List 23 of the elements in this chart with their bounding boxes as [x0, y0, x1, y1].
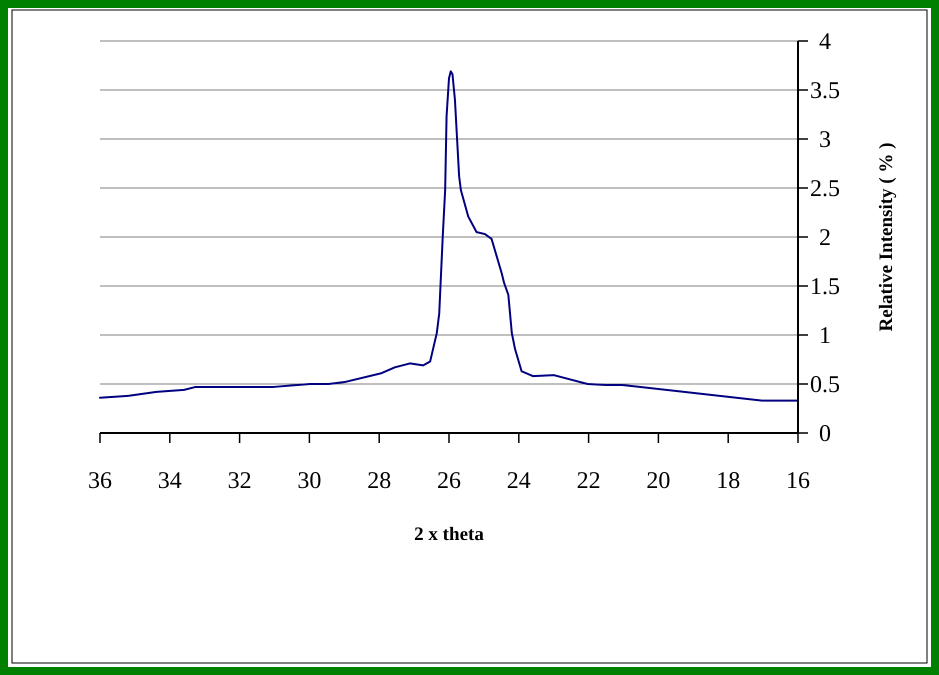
- y-tick-label: 4: [819, 29, 831, 55]
- x-tick-label: 18: [716, 468, 740, 494]
- y-tick-label: 3: [819, 127, 831, 153]
- x-tick-label: 28: [367, 468, 392, 494]
- x-tick-label: 32: [228, 468, 252, 494]
- y-tick-label: 0.5: [810, 372, 840, 398]
- y-tick-label: 1.5: [810, 274, 840, 300]
- y-tick-label: 0: [819, 421, 831, 447]
- x-tick-label: 34: [158, 468, 182, 494]
- x-tick-label: 36: [88, 468, 112, 494]
- y-tick-label: 2: [819, 225, 831, 251]
- y-tick-label: 2.5: [810, 176, 840, 202]
- y-axis-title: Relative Intensity ( % ): [876, 142, 897, 332]
- x-tick-label: 22: [576, 468, 601, 494]
- x-tick-label: 30: [297, 468, 322, 494]
- x-tick-label: 24: [506, 468, 531, 494]
- x-tick-label: 16: [786, 468, 810, 494]
- line-series: [99, 70, 799, 402]
- y-tick-label: 3.5: [810, 78, 840, 104]
- x-tick-label: 20: [646, 468, 670, 494]
- y-tick-label: 1: [819, 323, 831, 349]
- x-tick-label: 26: [437, 468, 461, 494]
- x-axis-title: 2 x theta: [414, 524, 484, 545]
